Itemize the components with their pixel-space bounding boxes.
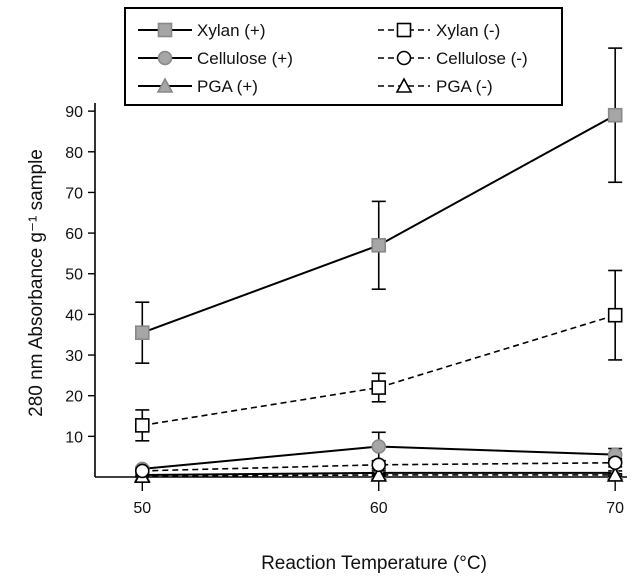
legend-label: Xylan (+) <box>197 21 266 40</box>
y-tick-label: 70 <box>65 185 83 202</box>
data-point <box>134 463 150 479</box>
data-point <box>371 237 387 253</box>
legend-label: Xylan (-) <box>436 21 500 40</box>
x-tick-label: 70 <box>606 500 624 517</box>
series-line <box>142 461 616 472</box>
series-xylan- <box>134 269 623 442</box>
legend: Xylan (+) Cellulose (+) PGA (+) Xylan (-) Ce… <box>124 7 563 106</box>
x-tick-label: 60 <box>370 500 388 517</box>
data-point <box>371 439 387 454</box>
data-point <box>134 418 150 433</box>
y-tick-label: 20 <box>65 389 83 406</box>
axes <box>94 103 627 478</box>
y-tick-label: 30 <box>65 348 83 365</box>
legend-box <box>124 7 563 106</box>
legend-label: PGA (+) <box>197 77 258 96</box>
y-tick-label: 10 <box>65 429 83 446</box>
series-line <box>142 474 616 477</box>
y-axis-label: 280 nm Absorbance g⁻¹ sample <box>26 149 47 417</box>
x-tick-label: 50 <box>133 500 151 517</box>
series-layer <box>133 47 624 483</box>
legend-label: PGA (-) <box>436 77 493 96</box>
y-tick-label: 90 <box>65 104 83 121</box>
legend-marker <box>157 22 173 38</box>
series-cellulose- <box>134 455 623 479</box>
legend-item: Xylan (+) <box>138 21 266 40</box>
legend-marker <box>157 50 173 66</box>
data-point <box>134 325 150 340</box>
x-axis-label: Reaction Temperature (°C) <box>261 553 487 574</box>
data-point <box>370 466 388 482</box>
legend-item: PGA (+) <box>138 77 258 96</box>
series-line <box>142 314 616 427</box>
legend-marker <box>395 77 413 93</box>
legend-label: Cellulose (+) <box>197 49 293 68</box>
y-tick-label: 80 <box>65 145 83 162</box>
data-point <box>371 457 387 473</box>
legend-marker <box>156 77 174 93</box>
y-tick-label: 50 <box>65 267 83 284</box>
y-tick-label: 60 <box>65 226 83 243</box>
data-point <box>606 466 624 482</box>
data-point <box>607 307 623 323</box>
legend-marker <box>396 50 412 66</box>
series-xylan- <box>134 47 623 364</box>
data-point <box>607 455 623 471</box>
data-point <box>607 107 623 123</box>
y-tick-label: 40 <box>65 307 83 324</box>
legend-item: Cellulose (-) <box>378 49 528 68</box>
legend-marker <box>396 22 412 38</box>
legend-item: Cellulose (+) <box>138 49 293 68</box>
ticks: 10 20 30 40 50 60 70 80 90 50 60 70 <box>65 104 624 517</box>
legend-item: PGA (-) <box>378 77 493 96</box>
legend-item: Xylan (-) <box>378 21 500 40</box>
data-point <box>371 380 387 395</box>
legend-label: Cellulose (-) <box>436 49 528 68</box>
